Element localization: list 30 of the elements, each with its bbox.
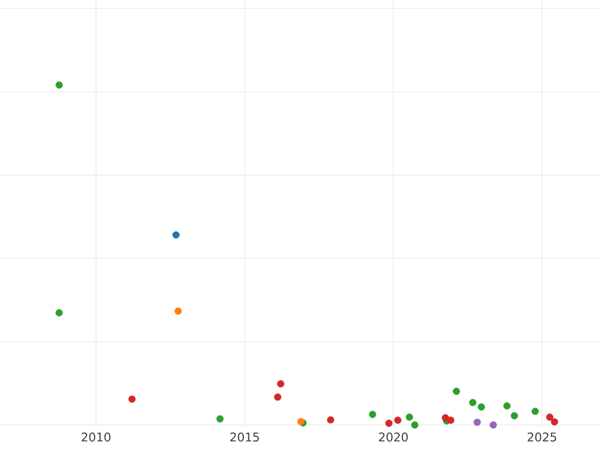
point (447, 416, 454, 424)
point (274, 393, 282, 401)
point (128, 396, 136, 403)
point (327, 416, 334, 424)
x-tick-label: 2025 (528, 432, 556, 442)
point (394, 416, 402, 424)
point (277, 380, 284, 388)
point (406, 414, 414, 421)
point (550, 418, 558, 426)
point (411, 421, 418, 429)
x-tick-label: 2015 (230, 432, 259, 442)
point (469, 398, 476, 406)
point (56, 81, 63, 89)
point (478, 403, 485, 411)
point (474, 418, 481, 426)
point (368, 410, 376, 418)
point (216, 415, 224, 422)
point (452, 388, 460, 395)
point (510, 412, 518, 420)
point (503, 402, 511, 410)
x-tick-label: 2020 (379, 432, 408, 442)
point (532, 408, 539, 415)
point (174, 307, 182, 315)
point (490, 421, 497, 429)
point (546, 414, 554, 421)
point (385, 420, 393, 427)
x-tick-label: 2010 (82, 432, 110, 442)
point (172, 231, 180, 239)
point (56, 309, 63, 316)
point (297, 418, 304, 426)
